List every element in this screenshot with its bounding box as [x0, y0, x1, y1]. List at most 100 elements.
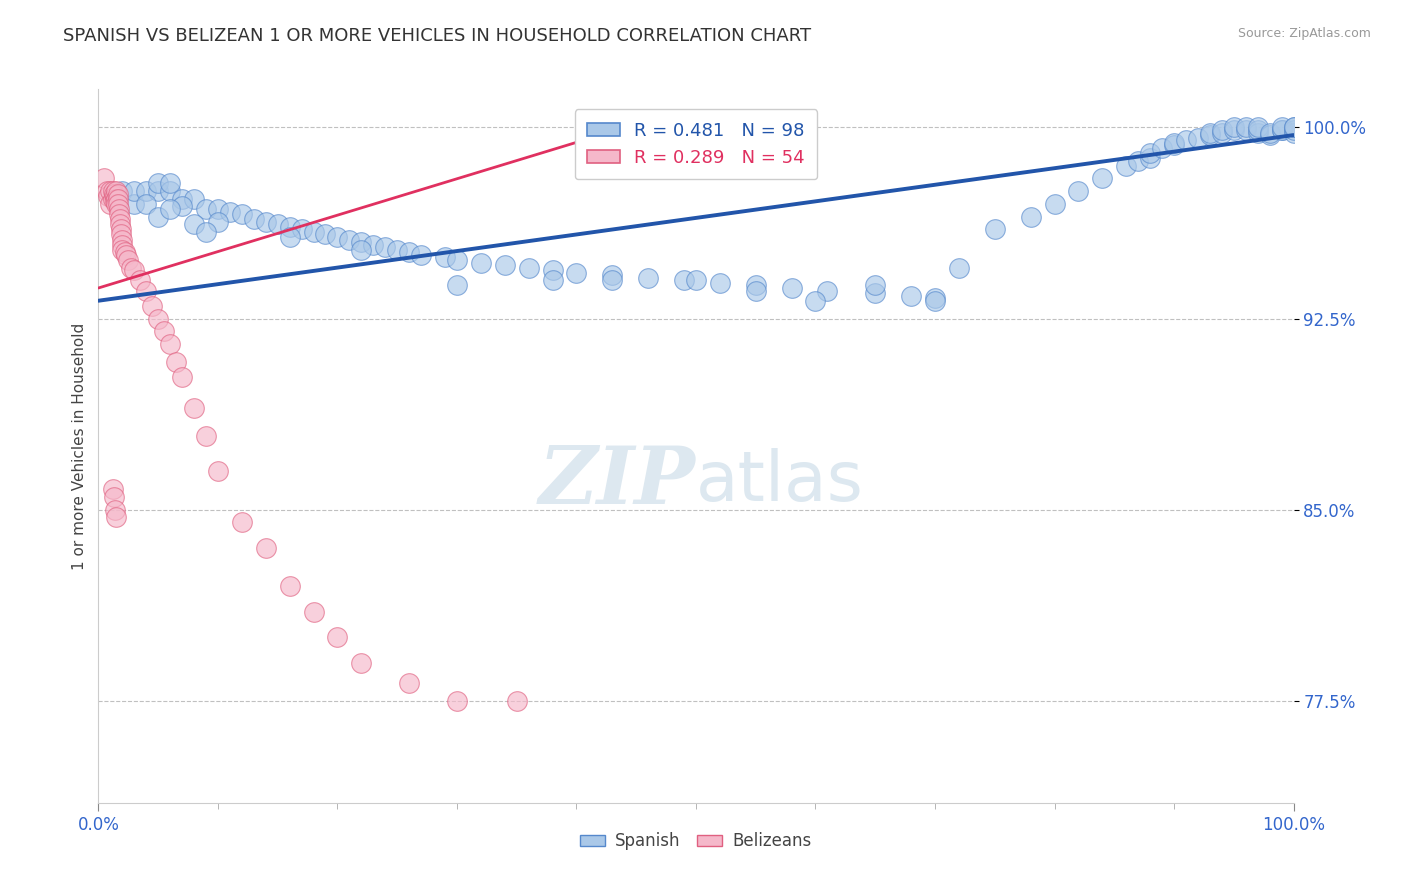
Point: [135, 184, 157, 198]
Point: [101, 483, 124, 497]
Point: [1199, 126, 1222, 140]
Point: [984, 222, 1007, 236]
Point: [117, 252, 139, 267]
Point: [124, 263, 146, 277]
Point: [924, 293, 946, 308]
Point: [924, 291, 946, 305]
Point: [1152, 141, 1174, 155]
Point: [159, 184, 181, 198]
Point: [120, 260, 142, 275]
Point: [1271, 123, 1294, 137]
Point: [107, 192, 129, 206]
Point: [183, 192, 205, 206]
Point: [103, 490, 125, 504]
Point: [110, 227, 132, 242]
Point: [302, 605, 325, 619]
Point: [1223, 120, 1246, 135]
Point: [1115, 159, 1137, 173]
Point: [804, 293, 827, 308]
Point: [1211, 126, 1233, 140]
Point: [195, 429, 218, 443]
Point: [104, 194, 127, 209]
Point: [709, 276, 731, 290]
Point: [1258, 126, 1281, 140]
Point: [326, 630, 349, 644]
Point: [685, 273, 707, 287]
Point: [1187, 130, 1209, 145]
Point: [278, 219, 301, 234]
Point: [207, 202, 229, 216]
Y-axis label: 1 or more Vehicles in Household: 1 or more Vehicles in Household: [72, 322, 87, 570]
Point: [278, 579, 301, 593]
Point: [602, 273, 624, 287]
Point: [105, 510, 128, 524]
Point: [517, 260, 540, 275]
Point: [1043, 197, 1066, 211]
Point: [291, 222, 314, 236]
Point: [637, 270, 659, 285]
Point: [1234, 123, 1257, 137]
Point: [107, 197, 129, 211]
Point: [111, 184, 134, 198]
Point: [153, 324, 176, 338]
Point: [101, 192, 124, 206]
Point: [565, 266, 588, 280]
Point: [1282, 126, 1305, 140]
Point: [374, 240, 396, 254]
Point: [107, 186, 129, 201]
Legend: Spanish, Belizeans: Spanish, Belizeans: [572, 824, 820, 859]
Point: [108, 217, 131, 231]
Point: [1282, 123, 1305, 137]
Point: [159, 177, 181, 191]
Point: [1282, 120, 1305, 135]
Point: [124, 197, 146, 211]
Point: [231, 207, 253, 221]
Point: [148, 177, 170, 191]
Point: [107, 202, 129, 216]
Point: [1175, 133, 1198, 147]
Point: [302, 225, 325, 239]
Point: [183, 217, 205, 231]
Point: [434, 251, 457, 265]
Point: [96, 184, 118, 198]
Point: [107, 207, 129, 221]
Text: ZIP: ZIP: [538, 443, 696, 520]
Point: [231, 516, 253, 530]
Point: [124, 184, 146, 198]
Point: [159, 202, 181, 216]
Point: [172, 192, 194, 206]
Point: [602, 268, 624, 283]
Point: [339, 233, 361, 247]
Point: [745, 278, 768, 293]
Point: [104, 189, 127, 203]
Point: [148, 210, 170, 224]
Point: [411, 248, 433, 262]
Point: [350, 235, 373, 249]
Point: [111, 233, 134, 247]
Point: [1247, 120, 1270, 135]
Point: [745, 284, 768, 298]
Point: [780, 281, 803, 295]
Point: [385, 243, 409, 257]
Point: [1128, 153, 1150, 168]
Point: [172, 199, 194, 213]
Point: [1067, 184, 1090, 198]
Point: [673, 273, 696, 287]
Point: [105, 197, 128, 211]
Point: [1223, 123, 1246, 137]
Point: [183, 401, 205, 415]
Point: [1019, 210, 1042, 224]
Point: [135, 197, 157, 211]
Point: [815, 284, 838, 298]
Point: [103, 186, 125, 201]
Point: [105, 184, 128, 198]
Point: [446, 694, 468, 708]
Point: [111, 243, 134, 257]
Point: [148, 184, 170, 198]
Point: [219, 204, 242, 219]
Point: [278, 230, 301, 244]
Point: [1247, 126, 1270, 140]
Point: [141, 299, 163, 313]
Point: [1199, 128, 1222, 142]
Point: [165, 355, 187, 369]
